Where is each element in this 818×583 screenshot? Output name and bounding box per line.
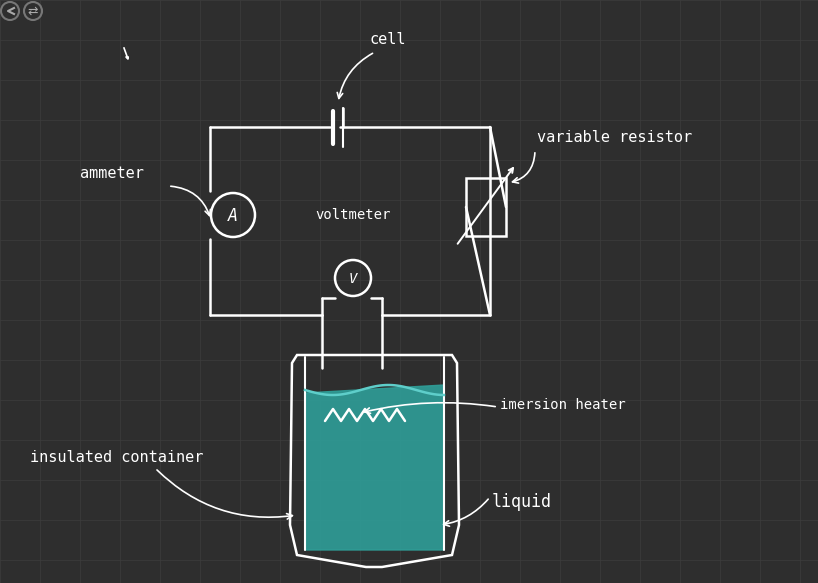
Text: ⇄: ⇄ (28, 5, 38, 17)
Text: liquid: liquid (492, 493, 552, 511)
Text: ammeter: ammeter (80, 166, 144, 181)
Text: variable resistor: variable resistor (537, 129, 692, 145)
Text: insulated container: insulated container (30, 449, 204, 465)
Text: A: A (228, 207, 238, 225)
Text: cell: cell (370, 33, 407, 47)
Text: voltmeter: voltmeter (315, 208, 391, 222)
Text: V: V (348, 272, 357, 286)
Text: imersion heater: imersion heater (500, 398, 626, 412)
Polygon shape (305, 385, 444, 550)
